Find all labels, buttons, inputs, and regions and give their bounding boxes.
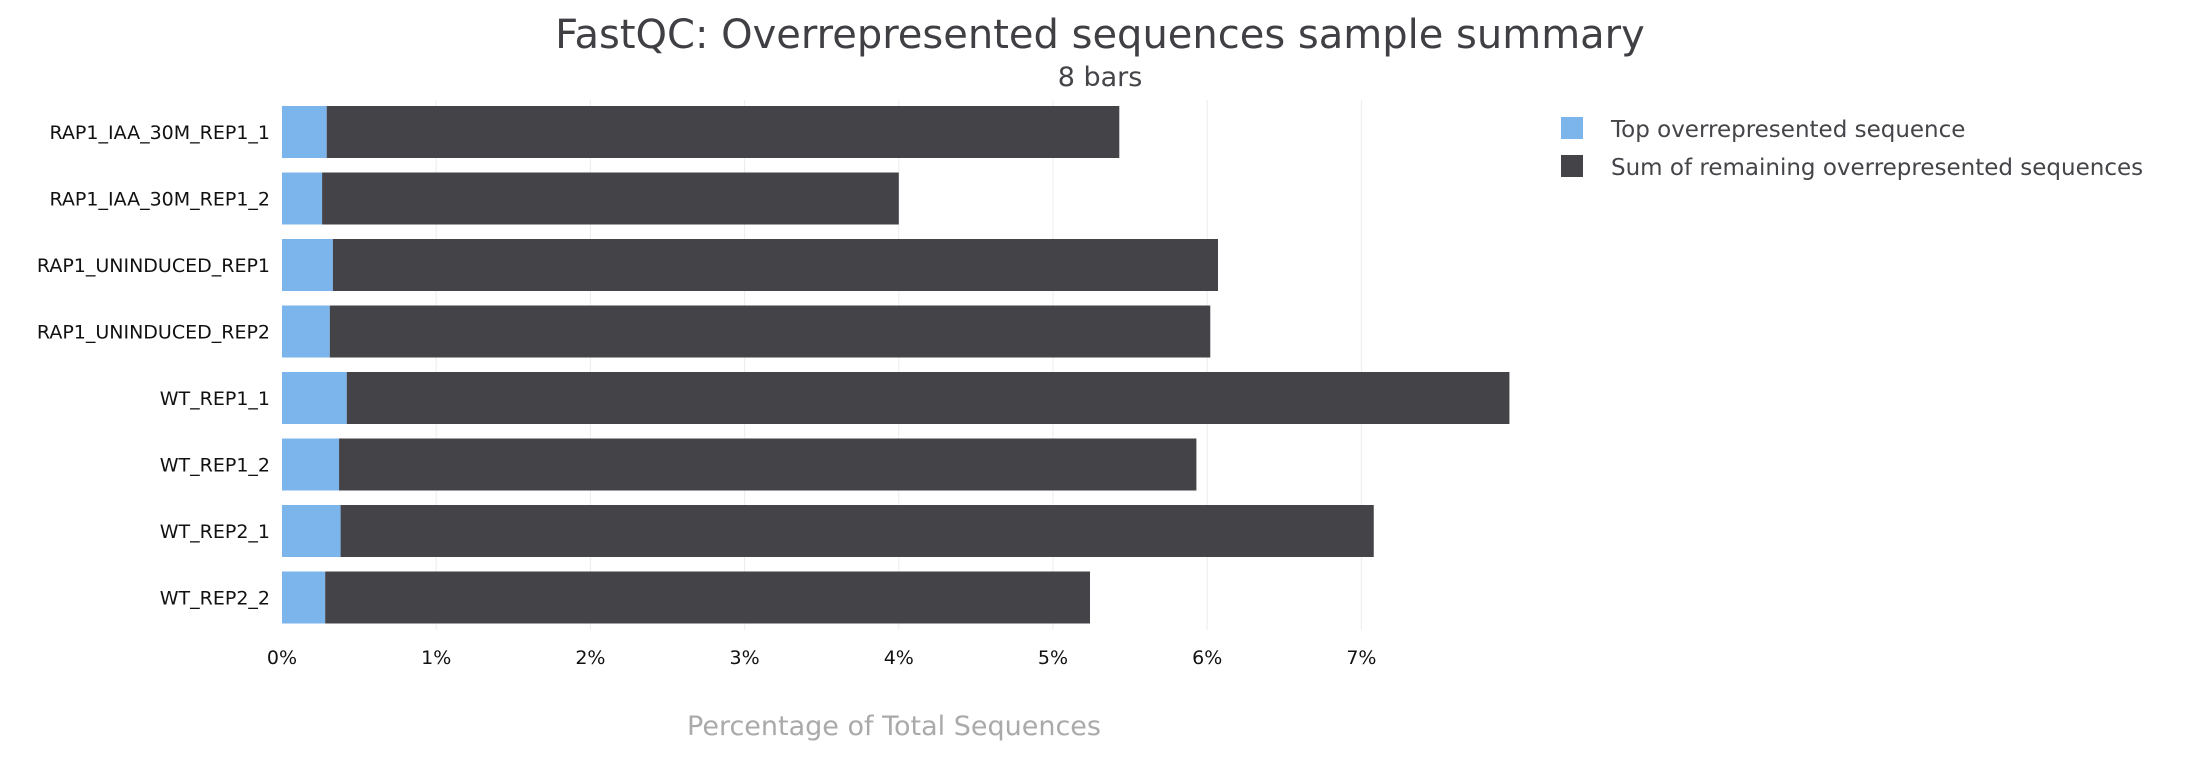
bar-remaining-RAP1_IAA_30M_REP1_1[interactable]	[326, 106, 1120, 158]
bar-remaining-WT_REP2_1[interactable]	[340, 505, 1374, 557]
legend-label-top[interactable]: Top overrepresented sequence	[1610, 117, 1965, 143]
x-tick-label-0: 0%	[267, 647, 297, 669]
bars	[282, 106, 1510, 624]
x-tick-label-3: 3%	[730, 647, 760, 669]
x-tick-label-1: 1%	[421, 647, 451, 669]
category-label: RAP1_UNINDUCED_REP1	[37, 255, 270, 277]
chart-title: FastQC: Overrepresented sequences sample…	[555, 12, 1645, 58]
x-axis-label: Percentage of Total Sequences	[687, 711, 1101, 742]
x-tick-label-6: 6%	[1192, 647, 1222, 669]
bar-remaining-RAP1_IAA_30M_REP1_2[interactable]	[322, 172, 899, 225]
bar-top-RAP1_IAA_30M_REP1_1[interactable]	[282, 106, 327, 158]
legend-swatch-top[interactable]	[1561, 117, 1583, 139]
bar-remaining-WT_REP1_2[interactable]	[339, 438, 1197, 491]
x-tick-label-4: 4%	[884, 647, 914, 669]
bar-top-WT_REP2_1[interactable]	[282, 505, 341, 557]
category-label: WT_REP2_1	[160, 521, 270, 543]
bar-remaining-WT_REP1_1[interactable]	[346, 372, 1510, 424]
x-tick-labels: 0% 1% 2% 3% 4% 5% 6% 7%	[267, 647, 1377, 669]
x-tick-label-2: 2%	[575, 647, 605, 669]
category-label: RAP1_UNINDUCED_REP2	[37, 322, 270, 344]
category-label: WT_REP2_2	[160, 588, 270, 610]
category-label: RAP1_IAA_30M_REP1_2	[49, 189, 270, 211]
bar-remaining-RAP1_UNINDUCED_REP2[interactable]	[329, 305, 1211, 358]
legend[interactable]: Top overrepresented sequence Sum of rema…	[1561, 117, 2143, 181]
bar-remaining-RAP1_UNINDUCED_REP1[interactable]	[332, 239, 1218, 291]
bar-top-RAP1_UNINDUCED_REP2[interactable]	[282, 305, 330, 358]
bar-top-WT_REP1_2[interactable]	[282, 438, 340, 491]
bar-top-WT_REP2_2[interactable]	[282, 571, 326, 624]
x-tick-label-7: 7%	[1346, 647, 1376, 669]
bar-top-RAP1_IAA_30M_REP1_2[interactable]	[282, 172, 323, 225]
bar-remaining-WT_REP2_2[interactable]	[325, 571, 1091, 624]
bar-top-RAP1_UNINDUCED_REP1[interactable]	[282, 239, 333, 291]
category-label: RAP1_IAA_30M_REP1_1	[49, 122, 270, 144]
category-labels: RAP1_IAA_30M_REP1_1 RAP1_IAA_30M_REP1_2 RA…	[37, 122, 270, 610]
category-label: WT_REP1_1	[160, 388, 270, 410]
category-label: WT_REP1_2	[160, 455, 270, 477]
legend-swatch-remaining[interactable]	[1561, 155, 1583, 177]
x-tick-label-5: 5%	[1038, 647, 1068, 669]
chart-subtitle: 8 bars	[1058, 62, 1143, 93]
legend-label-remaining[interactable]: Sum of remaining overrepresented sequenc…	[1611, 155, 2143, 181]
bar-top-WT_REP1_1[interactable]	[282, 372, 347, 424]
